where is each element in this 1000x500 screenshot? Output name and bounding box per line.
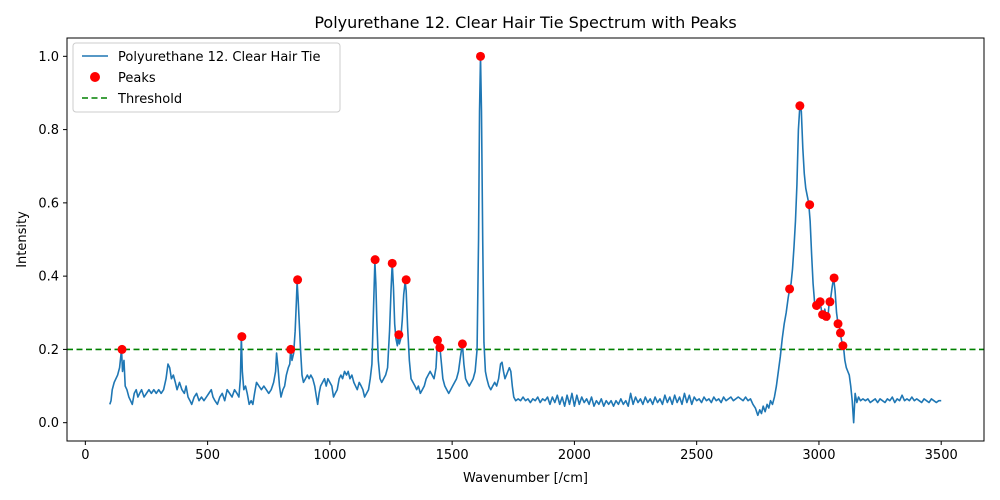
peak-marker <box>286 344 296 354</box>
y-tick-label: 0.8 <box>38 123 59 138</box>
peak-marker <box>835 328 845 338</box>
x-tick-label: 1000 <box>313 448 346 463</box>
peak-marker <box>370 255 380 265</box>
peak-markers <box>117 51 848 354</box>
peak-marker <box>821 311 831 321</box>
peak-marker <box>432 335 442 345</box>
y-tick-label: 0.2 <box>38 343 59 358</box>
series-line-polyurethane <box>109 55 942 424</box>
x-tick-label: 3500 <box>925 448 958 463</box>
peak-marker <box>795 101 805 111</box>
y-tick-label: 0.4 <box>38 270 59 285</box>
x-axis-label: Wavenumber [/cm] <box>463 471 588 486</box>
y-tick-label: 0.6 <box>38 196 59 211</box>
x-tick-label: 3000 <box>802 448 835 463</box>
peak-marker <box>785 284 795 294</box>
peak-marker <box>387 258 397 268</box>
legend-label-peaks: Peaks <box>118 71 156 86</box>
peak-marker <box>435 343 445 353</box>
plot-frame <box>66 37 985 442</box>
x-tick-label: 0 <box>81 448 89 463</box>
peak-marker <box>833 319 843 329</box>
peak-marker <box>838 341 848 351</box>
peak-marker <box>476 51 486 61</box>
peak-marker <box>829 273 839 283</box>
peak-marker <box>805 200 815 210</box>
y-tick-label: 0.0 <box>38 416 59 431</box>
peak-marker <box>825 297 835 307</box>
legend-label-spectrum: Polyurethane 12. Clear Hair Tie <box>118 50 321 65</box>
y-tick-label: 1.0 <box>38 50 59 65</box>
y-axis-label: Intensity <box>15 211 30 268</box>
peak-marker <box>293 275 303 285</box>
x-tick-label: 1500 <box>436 448 469 463</box>
peak-marker <box>815 297 825 307</box>
y-axis-ticks: 0.0 0.2 0.4 0.6 0.8 1.0 <box>38 50 67 431</box>
x-tick-label: 500 <box>195 448 220 463</box>
peak-marker <box>117 344 127 354</box>
x-tick-label: 2500 <box>680 448 713 463</box>
legend-box <box>72 42 341 113</box>
peak-marker <box>237 332 247 342</box>
x-tick-label: 2000 <box>558 448 591 463</box>
chart-title: Polyurethane 12. Clear Hair Tie Spectrum… <box>314 13 736 32</box>
peak-marker <box>394 330 404 340</box>
peak-marker <box>401 275 411 285</box>
x-axis-ticks: 0 500 1000 1500 2000 2500 3000 3500 <box>81 441 958 463</box>
legend-swatch-peaks <box>90 72 100 82</box>
legend: Polyurethane 12. Clear Hair Tie Peaks Th… <box>72 42 341 113</box>
legend-label-threshold: Threshold <box>117 92 182 107</box>
peak-marker <box>457 339 467 349</box>
